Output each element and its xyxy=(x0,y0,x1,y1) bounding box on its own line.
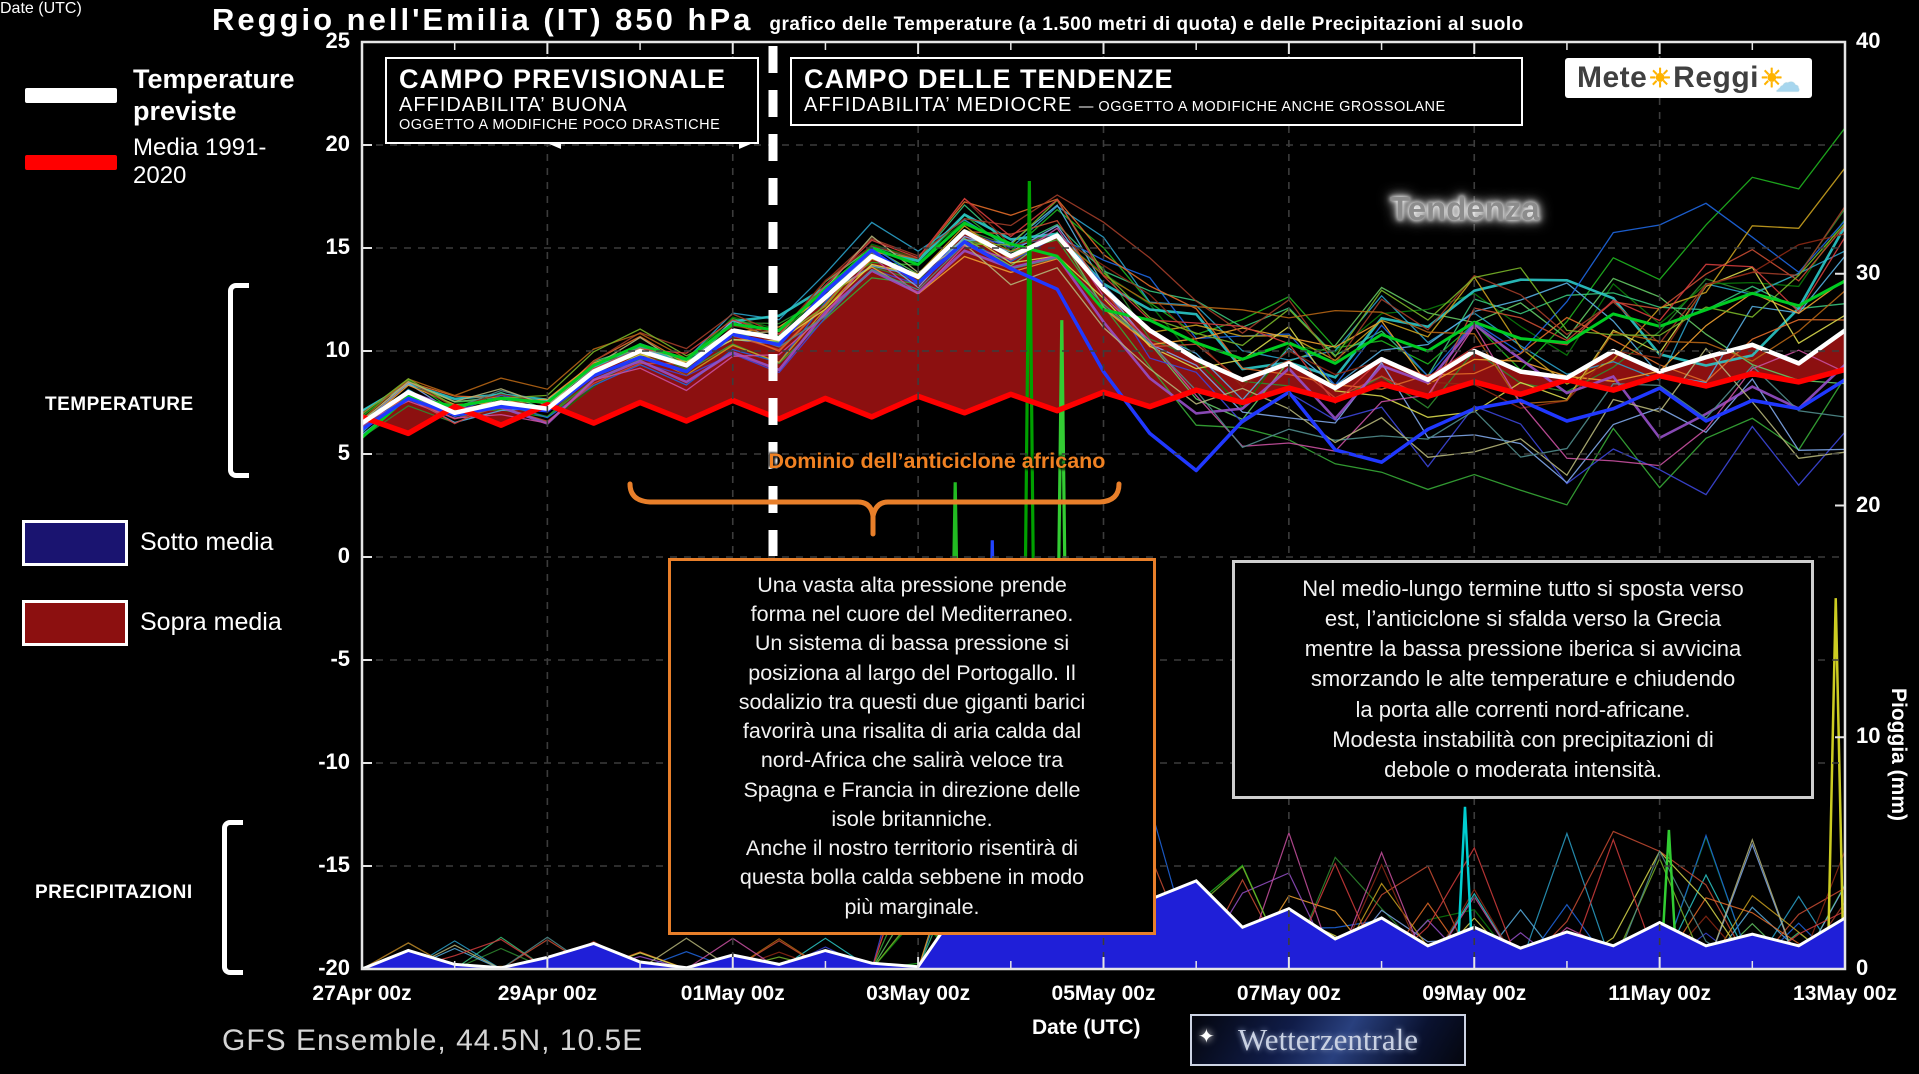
date-axis-caption: Date (UTC) xyxy=(1032,1016,1141,1039)
rain-axis-tick-label: 40 xyxy=(1856,28,1881,53)
sun-icon: ☀ xyxy=(1648,62,1673,93)
legend-media-label: Media 1991-2020 xyxy=(133,134,267,190)
rain-axis-tick-label: 30 xyxy=(1856,259,1881,285)
temp-axis-tick-label: 0 xyxy=(337,543,350,568)
temp-axis-tick-label: 10 xyxy=(325,337,350,362)
temp-axis-tick-label: 25 xyxy=(325,28,350,53)
ensemble-member-line xyxy=(362,197,1845,425)
precip-spike xyxy=(1659,829,1679,969)
temp-axis-tick-label: -20 xyxy=(318,955,350,980)
temperature-prevista-line xyxy=(362,229,1845,426)
sopra-media-label: Sopra media xyxy=(140,608,282,636)
temp-axis-tick-label: -15 xyxy=(318,852,350,877)
wetterzentrale-logo: ✦ Wetterzentrale xyxy=(1190,1014,1466,1066)
date-axis-tick-label: 27Apr 00z xyxy=(312,982,412,1005)
tendenza-label: Tendenza xyxy=(1390,190,1540,227)
sotto-media-swatch xyxy=(22,520,128,566)
campo-previsionale-line3: OGGETTO A MODIFICHE POCO DRASTICHE xyxy=(399,117,721,134)
cloud-icon: ☁ xyxy=(1775,69,1801,97)
model-run-label: GFS Ensemble, 44.5N, 10.5E xyxy=(222,1024,644,1057)
campo-tendenze-box: CAMPO DELLE TENDENZE AFFIDABILITA’ MEDIO… xyxy=(790,57,1523,127)
ensemble-member-precip xyxy=(362,829,1845,969)
date-axis-tick-label: 03May 00z xyxy=(866,982,971,1005)
temp-axis-tick-label: -5 xyxy=(330,646,350,671)
nota-previsione: Una vasta alta pressione prende forma ne… xyxy=(668,558,1156,935)
page-title: Reggio nell'Emilia (IT) 850 hPa grafico d… xyxy=(212,2,1524,38)
legend-temp-label: Temperature previste xyxy=(133,64,295,126)
date-axis-tick-label: 11May 00z xyxy=(1608,982,1711,1005)
title-main: Reggio nell'Emilia (IT) 850 hPa xyxy=(212,2,754,37)
temperature-section-label: TEMPERATURE xyxy=(45,394,194,415)
rain-axis-tick-label: 20 xyxy=(1856,491,1881,517)
temperature-bracket xyxy=(228,283,249,478)
campo-tendenze-line2: AFFIDABILITA’ MEDIOCRE — OGGETTO A MODIF… xyxy=(804,94,1446,117)
ensemble-member-line xyxy=(362,249,1845,440)
campo-previsionale-box: CAMPO PREVISIONALE AFFIDABILITA’ BUONA O… xyxy=(385,57,759,144)
rain-axis-tick-label: 0 xyxy=(1856,955,1869,980)
nota-tendenza: Nel medio-lungo termine tutto si sposta … xyxy=(1232,560,1814,799)
ensemble-member-line xyxy=(362,202,1845,427)
sopra-media-swatch xyxy=(22,600,128,646)
ensemble-member-line xyxy=(362,194,1845,414)
legend-white-line-swatch xyxy=(25,88,117,103)
temp-axis-tick-label: 5 xyxy=(337,440,350,465)
ensemble-member-precip xyxy=(362,831,1845,969)
temp-axis-tick-label: 15 xyxy=(325,234,350,259)
campo-previsionale-title: CAMPO PREVISIONALE xyxy=(399,64,727,94)
dominio-brace xyxy=(627,481,1122,537)
sparkle-icon: ✦ xyxy=(1198,1026,1215,1048)
precipitazioni-section-label: PRECIPITAZIONI xyxy=(35,882,193,903)
temp-axis-tick-label: 20 xyxy=(325,131,350,156)
campo-previsionale-line2: AFFIDABILITA’ BUONA xyxy=(399,94,628,117)
meteo-reggio-logo: Mete ☀ Reggi ☀ ☁ xyxy=(1565,58,1813,98)
date-utc-label: Date (UTC) xyxy=(0,0,82,17)
title-sub: grafico delle Temperature (a 1.500 metri… xyxy=(769,14,1524,35)
precip-spike xyxy=(1826,598,1845,969)
date-axis-tick-label: 07May 00z xyxy=(1236,982,1341,1005)
rain-axis-tick-label: 10 xyxy=(1856,723,1881,749)
sotto-media-label: Sotto media xyxy=(140,528,274,556)
date-axis-tick-label: 13May 00z xyxy=(1793,982,1897,1005)
member-blue-line xyxy=(362,240,1845,473)
dominio-anticiclone-label: Dominio dell’anticiclone africano xyxy=(768,449,1106,473)
date-axis-tick-label: 09May 00z xyxy=(1422,982,1527,1005)
precipitazioni-bracket xyxy=(222,820,243,975)
precip-spike xyxy=(1455,806,1475,969)
date-axis-tick-label: 29Apr 00z xyxy=(497,982,597,1005)
campo-tendenze-title: CAMPO DELLE TENDENZE xyxy=(804,64,1174,94)
date-axis-tick-label: 01May 00z xyxy=(680,982,785,1005)
rain-axis-title: Pioggia (mm) xyxy=(1887,688,1910,822)
ensemble-member-precip xyxy=(362,830,1845,969)
legend-red-line-swatch xyxy=(25,155,117,170)
sun-icon: ☀ xyxy=(1760,62,1784,93)
date-axis-tick-label: 05May 00z xyxy=(1051,982,1156,1005)
temp-axis-tick-label: -10 xyxy=(318,749,350,774)
